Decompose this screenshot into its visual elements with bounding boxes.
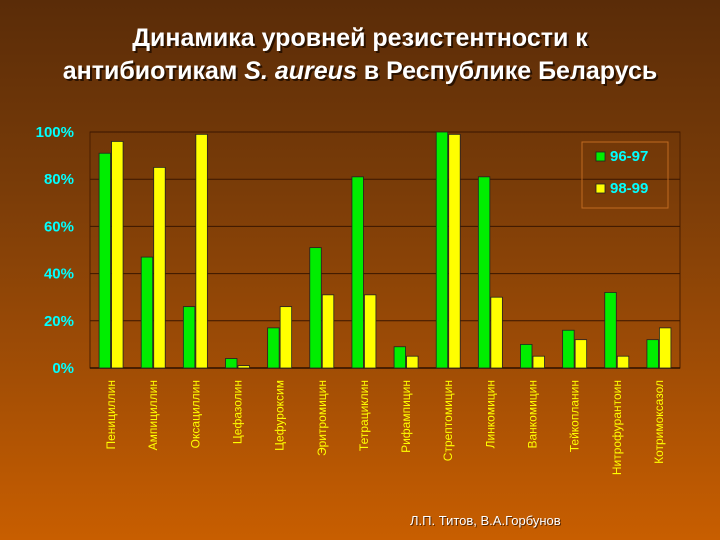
y-tick-label: 80% [44, 171, 74, 188]
bar-98-99-8 [406, 355, 419, 369]
bar-96-97-1 [98, 152, 111, 369]
legend-label-96-97: 96-97 [610, 148, 648, 165]
x-tick-label: Пенициллин [104, 380, 118, 450]
title-line-2: антибиотикам S. aureus в Республике Бела… [0, 55, 720, 88]
legend-swatch-96-97 [595, 151, 606, 162]
y-tick-label: 0% [52, 360, 74, 377]
bar-96-97-3 [182, 306, 196, 369]
bar-96-97-2 [140, 256, 154, 369]
bar-98-99-14 [659, 327, 672, 369]
bar-98-99-1 [111, 141, 124, 369]
x-tick-label: Котримоксазол [652, 380, 666, 464]
x-tick-label: Ванкомицин [526, 380, 540, 449]
bar-96-97-11 [520, 343, 533, 369]
x-tick-label: Тетрациклин [357, 380, 371, 451]
x-tick-label: Эритромицин [315, 380, 329, 456]
y-tick-label: 40% [44, 266, 74, 283]
x-tick-label: Линкомицин [483, 380, 497, 448]
x-tick-label: Оксациллин [188, 380, 202, 448]
bar-98-99-11 [532, 355, 545, 369]
x-tick-label: Тейкопланин [568, 380, 582, 452]
bar-98-99-13 [616, 355, 630, 369]
bar-96-97-13 [604, 292, 617, 369]
bar-96-97-4 [225, 358, 238, 369]
x-tick-label: Цефуроксим [273, 380, 287, 451]
legend-swatch-98-99 [595, 183, 606, 194]
bar-96-97-12 [562, 329, 575, 369]
legend-label-98-99: 98-99 [610, 180, 648, 197]
bar-98-99-3 [195, 133, 208, 369]
y-tick-label: 100% [36, 124, 74, 141]
bar-98-99-10 [490, 296, 503, 369]
plot-area [89, 131, 681, 369]
chart-title: Динамика уровней резистентности к антиби… [0, 22, 720, 88]
author-credit: Л.П. Титов, В.А.Горбунов [410, 513, 561, 528]
title-line-1: Динамика уровней резистентности к [132, 24, 588, 52]
bar-98-99-5 [279, 306, 293, 369]
x-tick-label: Рифампицин [399, 380, 413, 453]
x-tick-label: Нитрофурантоин [610, 380, 624, 475]
x-tick-label: Стрептомицин [441, 380, 455, 461]
y-tick-label: 20% [44, 313, 74, 330]
bar-96-97-8 [393, 346, 406, 369]
bar-96-97-7 [351, 176, 364, 369]
y-tick-label: 60% [44, 218, 74, 235]
x-tick-label: Ампициллин [146, 380, 160, 450]
bar-98-99-7 [364, 294, 377, 369]
bar-96-97-14 [646, 339, 659, 369]
bar-96-97-5 [267, 327, 280, 369]
bar-98-99-6 [321, 294, 335, 369]
title-line-2-prefix: антибиотикам [62, 57, 245, 85]
bar-96-97-6 [309, 247, 322, 369]
x-tick-label: Цефазолин [231, 380, 245, 444]
bar-98-99-4 [237, 365, 250, 369]
legend-box [581, 141, 669, 209]
bar-98-99-2 [153, 166, 166, 369]
bar-98-99-12 [574, 339, 588, 369]
bar-98-99-9 [448, 133, 461, 369]
title-line-2-suffix: в Республике Беларусь [356, 57, 658, 85]
bar-96-97-9 [435, 131, 449, 369]
bar-96-97-10 [477, 176, 491, 369]
title-organism: S. aureus [244, 57, 357, 85]
